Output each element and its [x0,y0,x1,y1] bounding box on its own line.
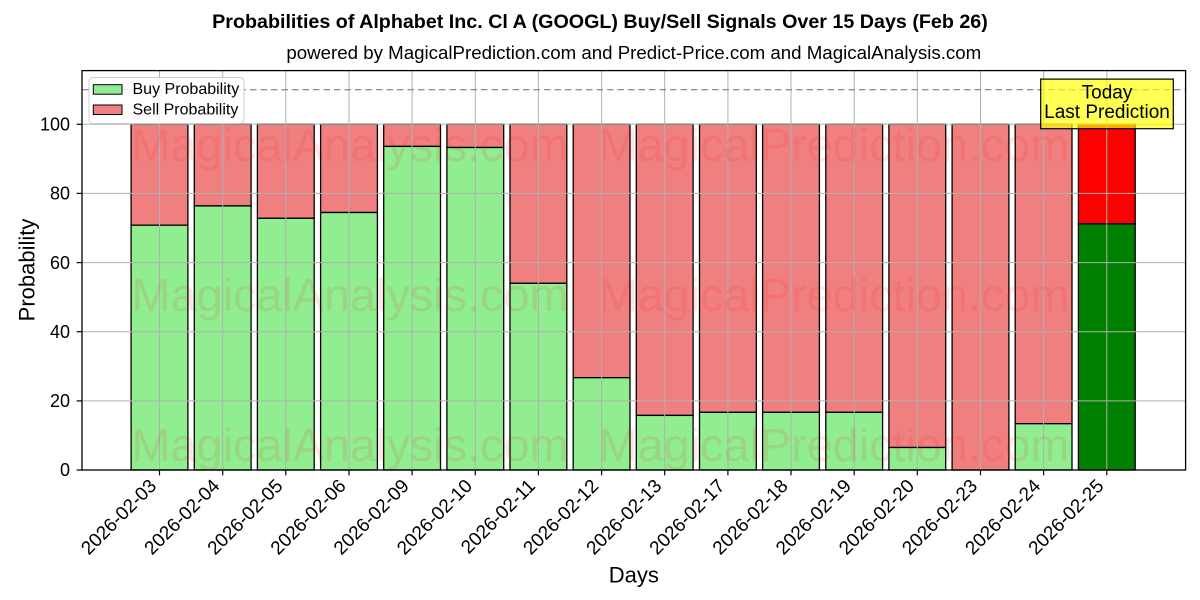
svg-text:powered by MagicalPrediction.c: powered by MagicalPrediction.com and Pre… [286,42,981,63]
svg-text:MagicalAnalysis.com: MagicalAnalysis.com [132,119,569,171]
svg-text:60: 60 [50,253,70,273]
svg-text:40: 40 [50,322,70,342]
svg-text:Probabilities of Alphabet Inc.: Probabilities of Alphabet Inc. Cl A (GOO… [212,11,988,33]
svg-text:Buy Probability: Buy Probability [133,81,240,98]
svg-text:MagicalPrediction.com: MagicalPrediction.com [599,269,1070,321]
svg-text:100: 100 [40,115,70,135]
svg-text:MagicalAnalysis.com: MagicalAnalysis.com [132,419,569,471]
svg-text:0: 0 [60,460,70,480]
svg-text:Today: Today [1082,83,1133,104]
svg-text:Sell Probability: Sell Probability [133,102,239,119]
svg-text:80: 80 [50,184,70,204]
svg-text:MagicalPrediction.com: MagicalPrediction.com [599,419,1070,471]
svg-text:MagicalPrediction.com: MagicalPrediction.com [599,119,1070,171]
svg-text:Last Prediction: Last Prediction [1044,102,1170,123]
svg-text:Days: Days [609,563,659,588]
svg-text:MagicalAnalysis.com: MagicalAnalysis.com [132,269,569,321]
svg-text:20: 20 [50,391,70,411]
svg-text:Probability: Probability [15,219,40,322]
